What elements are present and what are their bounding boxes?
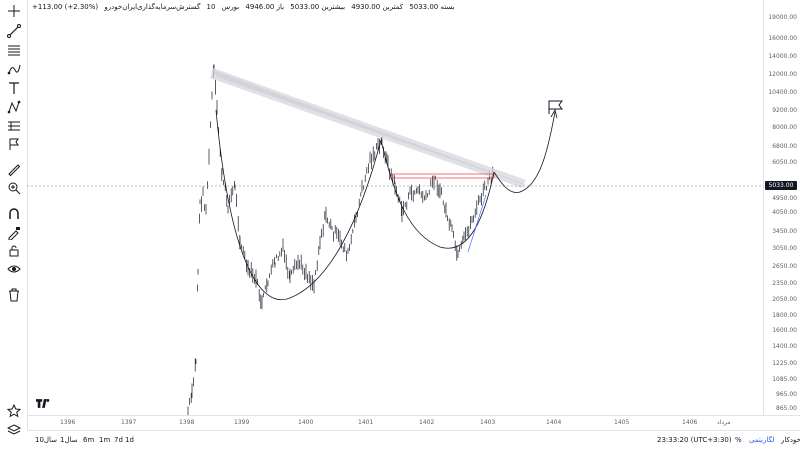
target-flag-icon xyxy=(548,100,563,114)
resistance-zone xyxy=(389,173,495,179)
price-tick: 10400.00 xyxy=(768,89,797,96)
range-1m[interactable]: 1m xyxy=(99,436,111,444)
legend-symbol: گسترش‌سرمایه‌گذاری‌ایران‌خودرو xyxy=(104,3,201,11)
star-icon[interactable] xyxy=(4,403,23,419)
price-tick: 4050.00 xyxy=(772,209,797,216)
time-tick: 1399 xyxy=(234,419,250,426)
cup-curve-right xyxy=(380,139,495,249)
crosshair-icon[interactable] xyxy=(4,3,23,19)
candlestick-series xyxy=(187,64,494,415)
price-tick: 14000.00 xyxy=(768,53,797,60)
auto-toggle[interactable]: خودکار xyxy=(781,436,800,444)
layers-icon[interactable] xyxy=(4,422,23,438)
path-icon[interactable] xyxy=(4,61,23,77)
price-tick: 1400.00 xyxy=(772,343,797,350)
legend-open: باز 4946.00 xyxy=(245,3,285,11)
cup-curve-left xyxy=(215,109,382,300)
range-10y[interactable]: 10سال xyxy=(35,436,58,444)
price-tick: 4950.00 xyxy=(772,195,797,202)
zoom-icon[interactable] xyxy=(4,180,23,196)
percent-toggle[interactable]: % xyxy=(735,436,742,444)
magnet-icon[interactable] xyxy=(4,206,23,222)
price-tick: 1225.00 xyxy=(772,360,797,367)
legend-close: بسته 5033.00 xyxy=(409,3,455,11)
projection-arrow xyxy=(550,108,558,119)
text-icon[interactable] xyxy=(4,80,23,96)
legend-exchange: بورس xyxy=(221,3,240,11)
price-tick: 2650.00 xyxy=(772,263,797,270)
time-tick: 1401 xyxy=(358,419,374,426)
flag-icon[interactable] xyxy=(4,136,23,152)
drawing-toolbar xyxy=(0,0,28,450)
trash-icon[interactable] xyxy=(4,287,23,303)
time-tick: 1404 xyxy=(546,419,562,426)
tradingview-logo xyxy=(36,399,50,411)
legend-interval: 10 xyxy=(206,3,216,11)
range-7d[interactable]: 7d xyxy=(114,436,123,444)
price-axis[interactable]: 19000.00 16000.00 14000.00 12000.00 10400.00… xyxy=(763,0,800,415)
price-tick: 1800.00 xyxy=(772,312,797,319)
price-tick: 8000.00 xyxy=(772,124,797,131)
current-price-badge: 5033.00 xyxy=(765,181,797,190)
bottom-toolbar: 1d 7d 1m 6m 1سال 10سال 23:33:20 (UTC+3:3… xyxy=(27,430,800,451)
clock[interactable]: 23:33:20 (UTC+3:30) xyxy=(657,436,732,444)
price-tick: 3450.00 xyxy=(772,228,797,235)
legend-change: +113.00 (+2.30%) xyxy=(32,3,99,11)
price-tick: 2050.00 xyxy=(772,296,797,303)
price-tick: 6800.00 xyxy=(772,143,797,150)
log-toggle[interactable]: لگاریتمی xyxy=(749,436,775,444)
range-6m[interactable]: 6m xyxy=(83,436,95,444)
price-tick: 1600.00 xyxy=(772,327,797,334)
blue-trend-line xyxy=(467,194,487,253)
time-tick: 1406 xyxy=(682,419,698,426)
price-tick: 3050.00 xyxy=(772,245,797,252)
time-tick: 1396 xyxy=(60,419,76,426)
legend-low: کمترین 4930.00 xyxy=(351,3,404,11)
trend-channel-band xyxy=(210,68,526,188)
price-tick: 965.00 xyxy=(776,391,797,398)
pattern-icon[interactable] xyxy=(4,99,23,115)
price-tick: 865.00 xyxy=(776,405,797,412)
horizontal-lines-icon[interactable] xyxy=(4,42,23,58)
price-tick: 6050.00 xyxy=(772,159,797,166)
projection-curve xyxy=(493,111,556,193)
time-tick: 1398 xyxy=(179,419,195,426)
time-tick: 1403 xyxy=(480,419,496,426)
price-tick: 19000.00 xyxy=(768,14,797,21)
time-tick: 1397 xyxy=(121,419,137,426)
legend-high: بیشترین 5033.00 xyxy=(290,3,346,11)
symbol-legend: +113.00 (+2.30%) بسته 5033.00 کمترین 493… xyxy=(32,3,459,11)
time-tick: 1405 xyxy=(614,419,630,426)
price-tick: 1085.00 xyxy=(772,376,797,383)
pencil-lock-icon[interactable] xyxy=(4,225,23,241)
range-1d[interactable]: 1d xyxy=(125,436,134,444)
time-tick: 1400 xyxy=(298,419,314,426)
time-tick: 1402 xyxy=(419,419,435,426)
trend-line-icon[interactable] xyxy=(4,23,23,39)
measure-lines-icon[interactable] xyxy=(4,118,23,134)
price-tick: 2350.00 xyxy=(772,280,797,287)
time-axis-month: مرداد xyxy=(717,419,731,426)
lock-icon[interactable] xyxy=(4,243,23,259)
time-axis[interactable]: 1396 1397 1398 1399 1400 1401 1402 1403 1404 1405… xyxy=(27,415,800,430)
price-chart[interactable] xyxy=(27,0,763,415)
price-tick: 12000.00 xyxy=(768,71,797,78)
price-tick: 9200.00 xyxy=(772,107,797,114)
price-tick: 16000.00 xyxy=(768,35,797,42)
range-1y[interactable]: 1سال xyxy=(60,436,78,444)
eye-icon[interactable] xyxy=(4,261,23,277)
ruler-icon[interactable] xyxy=(4,162,23,178)
